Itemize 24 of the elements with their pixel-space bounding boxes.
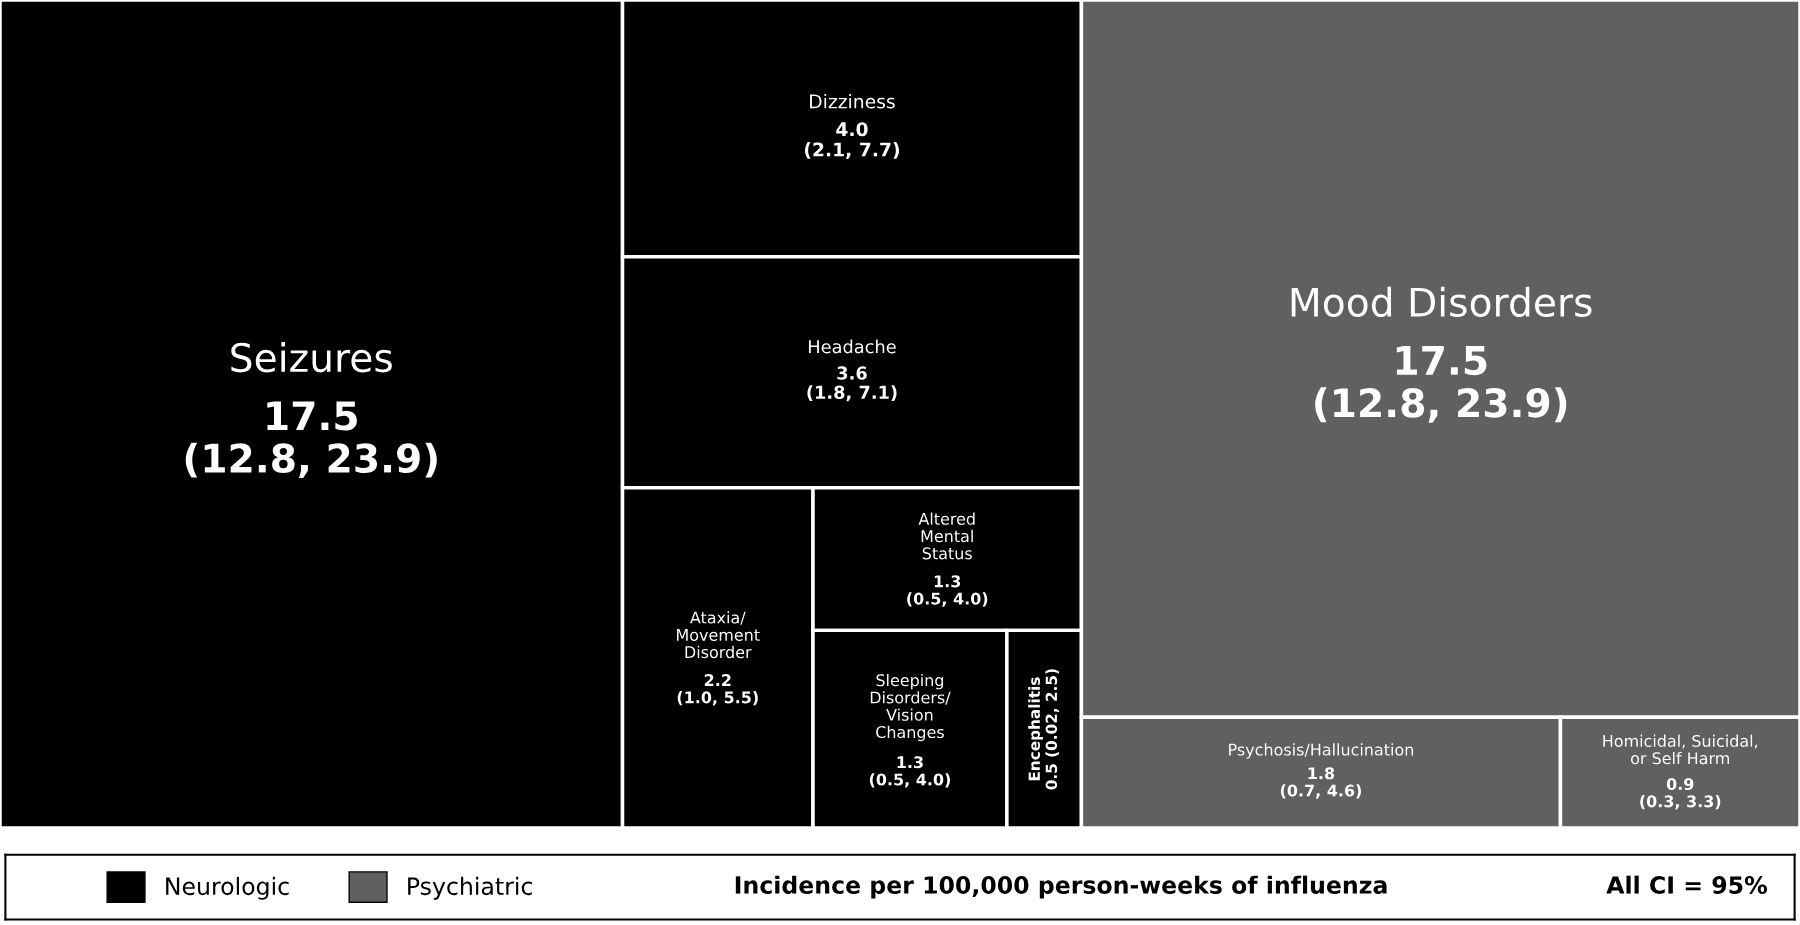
data-label: 0.9 (0.3, 3.3)	[1640, 778, 1721, 810]
data-label: 17.5 (12.8, 23.9)	[185, 401, 437, 478]
data-label: 4.0 (2.1, 7.7)	[804, 122, 899, 159]
text: Neurologic	[166, 876, 289, 900]
category-label: Encephalitis	[1028, 677, 1043, 781]
data-label: 3.6 (1.8, 7.1)	[807, 366, 897, 402]
category-label: Psychosis/Hallucination	[1229, 743, 1413, 759]
data-label: 1.8 (0.7, 4.6)	[1280, 767, 1361, 799]
category-label: Mood Disorders	[1291, 286, 1592, 318]
text: All CI = 95%	[1606, 875, 1768, 894]
category-label: Sleeping Disorders/ Vision Changes	[870, 673, 951, 742]
legend-label: Psychiatric	[408, 876, 532, 900]
data-label: 17.5 (12.8, 23.9)	[1315, 346, 1567, 423]
category-label: Seizures	[231, 342, 392, 373]
category-label: Headache	[809, 339, 896, 354]
text: Incidence per 100,000 person-weeks of influenza	[735, 875, 1387, 899]
category-label: Dizziness	[810, 93, 895, 109]
data-label: 1.3 (0.5, 4.0)	[869, 756, 950, 788]
category-label: Altered Mental Status	[918, 512, 975, 560]
category-label: Ataxia/ Movement Disorder	[677, 611, 760, 659]
data-label: 2.2 (1.0, 5.5)	[677, 674, 758, 706]
data-label: 1.3 (0.5, 4.0)	[907, 575, 988, 607]
data-label: 0.5 (0.02, 2.5)	[1045, 669, 1060, 790]
category-label: Homicidal, Suicidal, or Self Harm	[1603, 734, 1758, 765]
